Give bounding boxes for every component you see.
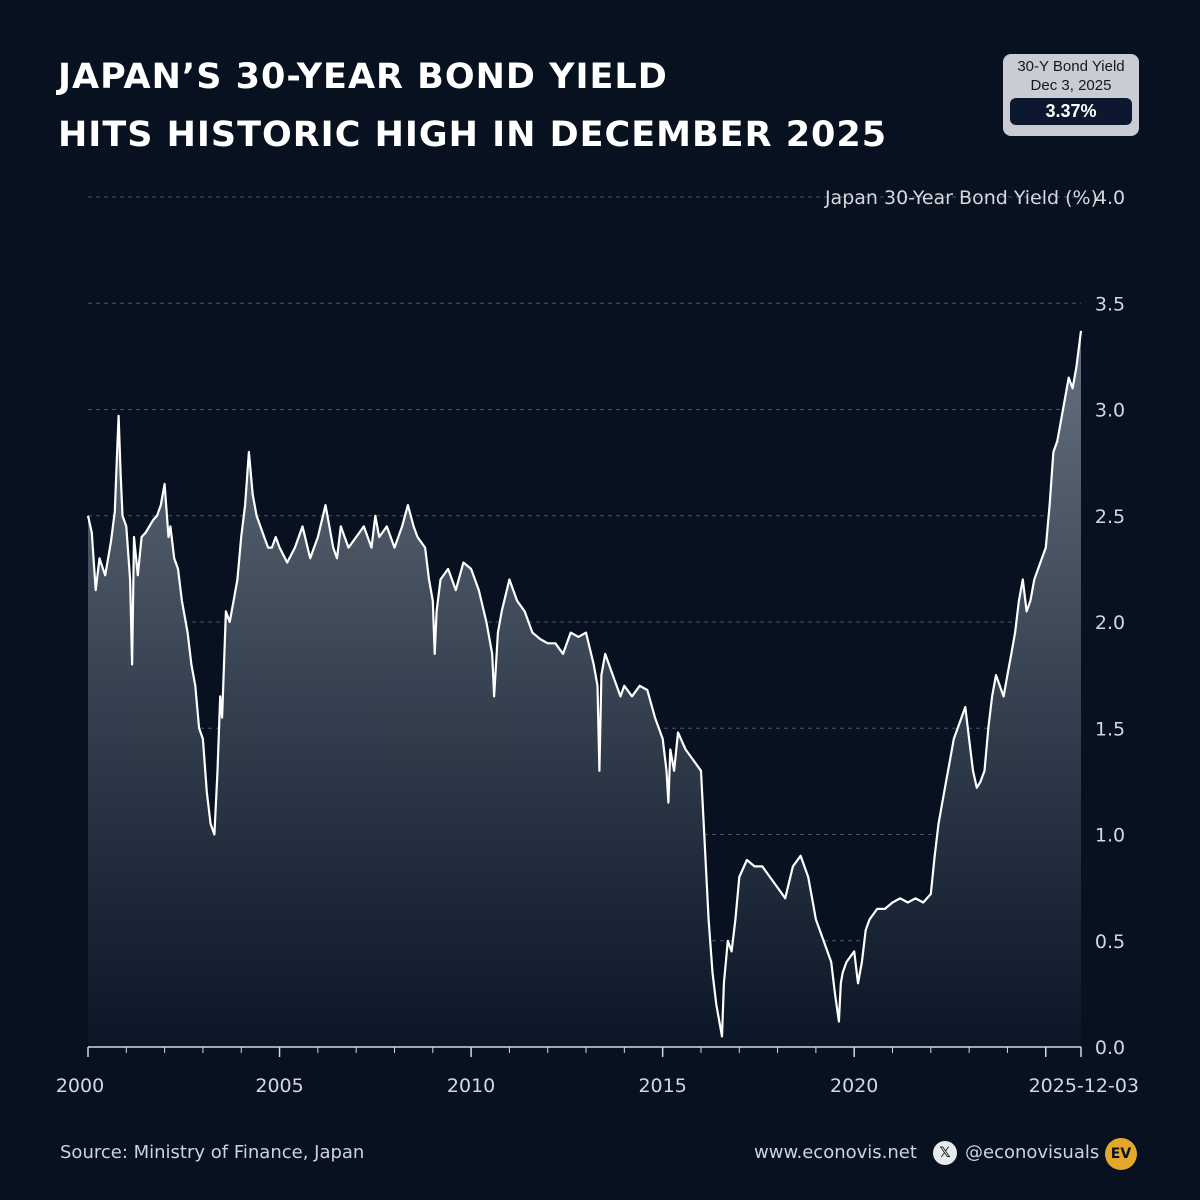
econovis-logo: EV	[1105, 1138, 1137, 1170]
title-line-1: JAPAN’S 30-YEAR BOND YIELD	[58, 57, 668, 97]
y-tick-label: 1.5	[1095, 718, 1125, 740]
latest-yield-badge: 30-Y Bond Yield Dec 3, 2025 3.37%	[1003, 54, 1139, 136]
y-axis-title: Japan 30-Year Bond Yield (%)	[824, 187, 1098, 209]
x-tick-label: 2025-12-03	[1029, 1075, 1139, 1097]
x-tick-label: 2005	[255, 1075, 303, 1097]
badge-value: 3.37%	[1010, 98, 1132, 125]
y-tick-label: 4.0	[1095, 187, 1125, 209]
website-link[interactable]: www.econovis.net	[754, 1142, 917, 1163]
source-note: Source: Ministry of Finance, Japan	[60, 1142, 365, 1163]
y-tick-label: 3.0	[1095, 400, 1125, 422]
x-axis-ticks: 2000 2005 2010 2015 2020 2025-12-03	[56, 1047, 1139, 1097]
x-tick-label: 2020	[830, 1075, 878, 1097]
chart-title: JAPAN’S 30-YEAR BOND YIELD HITS HISTORIC…	[58, 48, 887, 164]
title-line-2: HITS HISTORIC HIGH IN DECEMBER 2025	[58, 115, 888, 155]
x-tick-label: 2015	[638, 1075, 686, 1097]
y-tick-label: 0.0	[1095, 1037, 1125, 1059]
yield-line	[86, 330, 1083, 1038]
y-tick-label: 1.0	[1095, 825, 1125, 847]
yield-area-fill	[88, 330, 1081, 1047]
y-axis-labels: 0.0 0.5 1.0 1.5 2.0 2.5 3.0 3.5 4.0	[1095, 187, 1125, 1059]
x-tick-label: 2000	[56, 1075, 104, 1097]
badge-date: Dec 3, 2025	[1030, 77, 1112, 94]
y-tick-label: 3.5	[1095, 293, 1125, 315]
x-tick-label: 2010	[447, 1075, 495, 1097]
badge-label: 30-Y Bond Yield	[1017, 58, 1125, 75]
y-tick-label: 2.5	[1095, 506, 1125, 528]
x-logo-icon: 𝕏	[933, 1141, 957, 1165]
y-tick-label: 0.5	[1095, 931, 1125, 953]
y-tick-label: 2.0	[1095, 612, 1125, 634]
social-handle[interactable]: @econovisuals	[965, 1142, 1100, 1163]
